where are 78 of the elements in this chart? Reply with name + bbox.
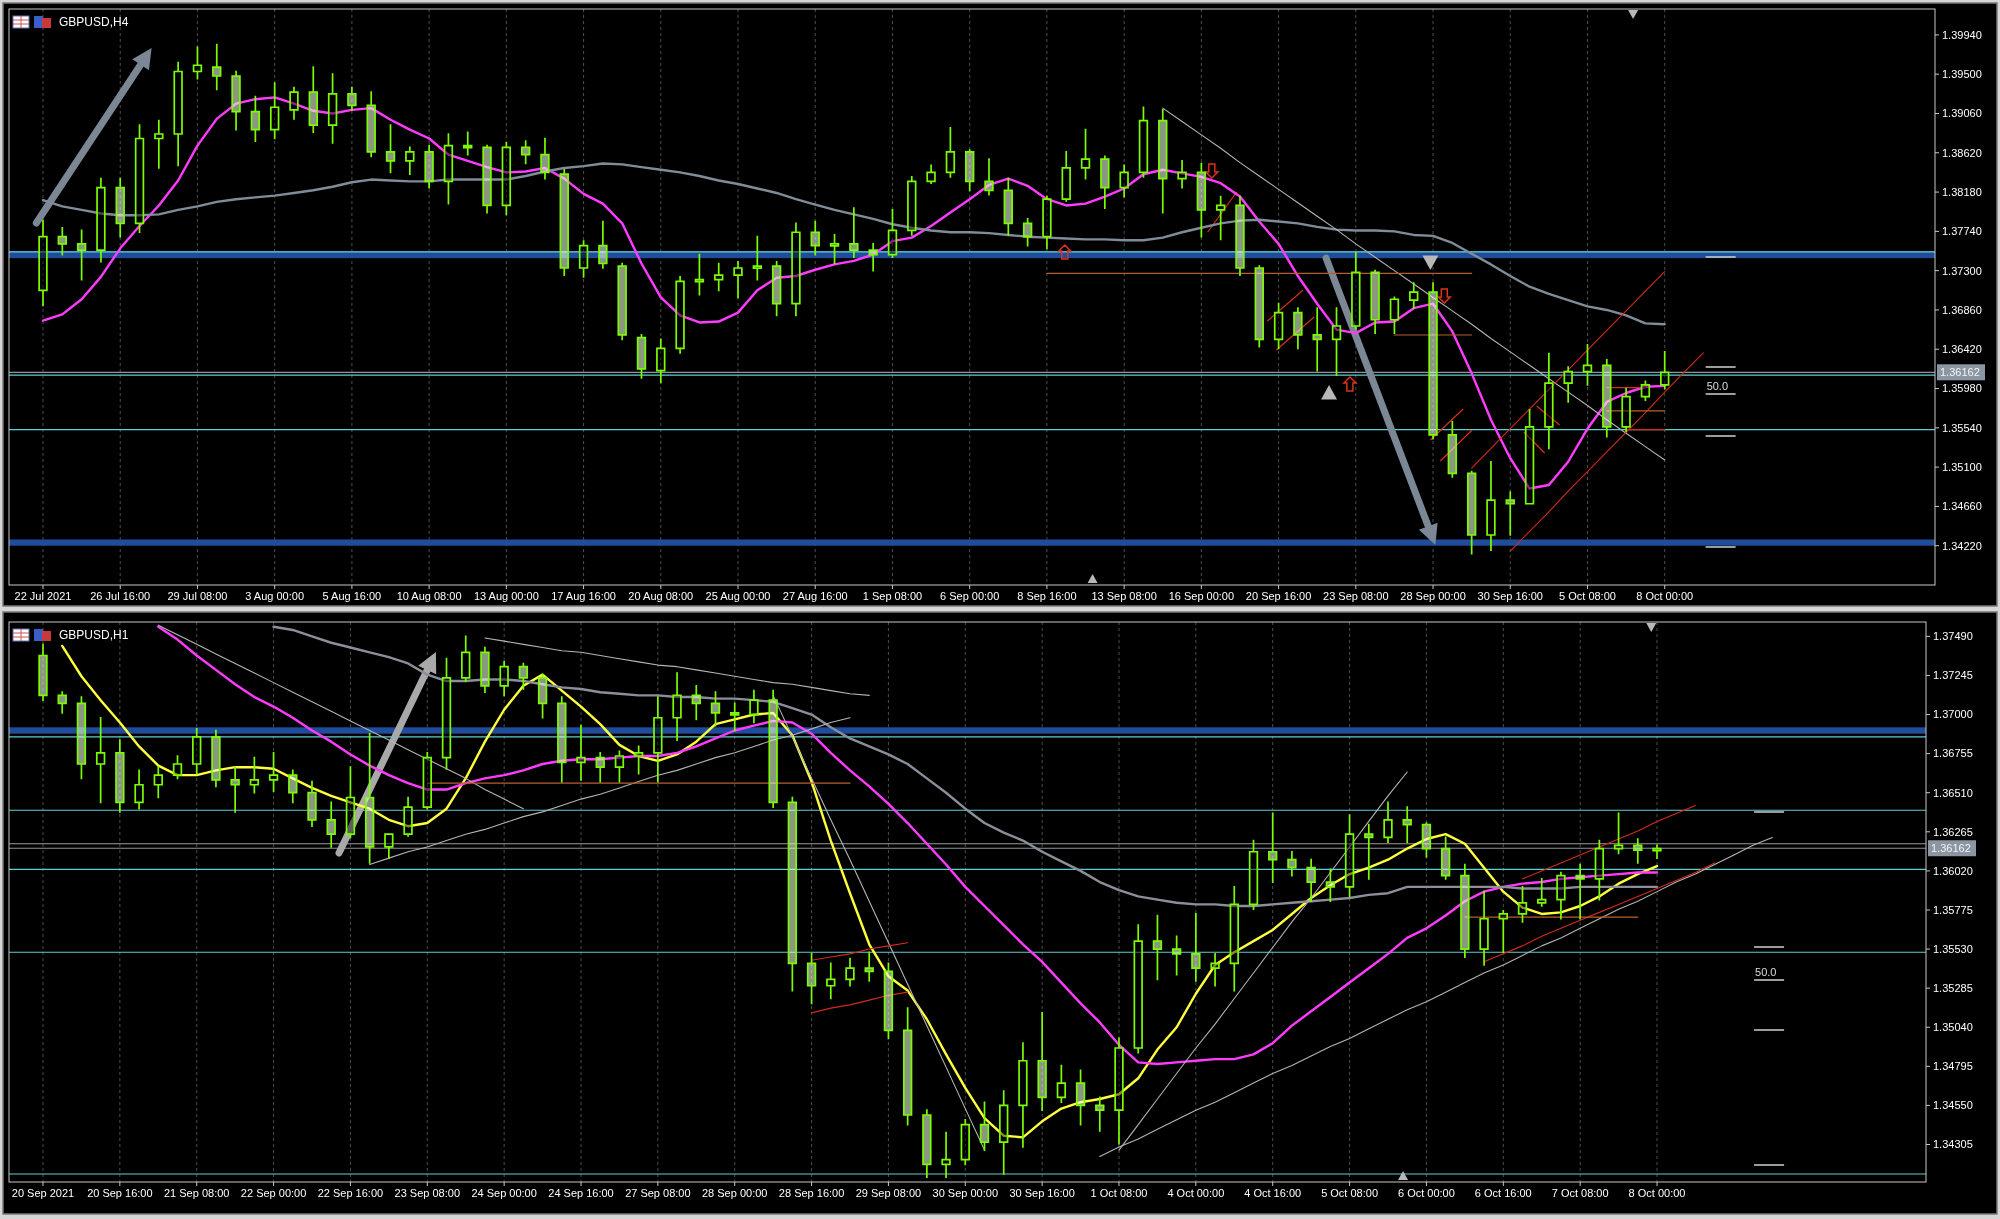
- x-tick-label: 28 Sep 00:00: [701, 1187, 768, 1199]
- y-tick-label: 1.36420: [1942, 343, 1982, 356]
- x-tick-label: 7 Oct 08:00: [1551, 1187, 1609, 1199]
- x-tick-label: 4 Oct 00:00: [1167, 1187, 1225, 1199]
- x-tick-label: 8 Oct 00:00: [1628, 1187, 1686, 1199]
- x-tick-label: 4 Oct 16:00: [1244, 1187, 1302, 1199]
- y-tick-label: 1.34660: [1942, 500, 1982, 513]
- x-tick-label: 20 Sep 2021: [11, 1187, 75, 1199]
- x-tick-label: 24 Sep 16:00: [548, 1187, 614, 1199]
- x-tick-label: 8 Sep 16:00: [1017, 590, 1077, 602]
- x-tick-label: 23 Sep 08:00: [1323, 590, 1389, 602]
- y-tick-label: 1.37490: [1933, 630, 1973, 643]
- ref-line-label: 1.36162: [1940, 366, 1980, 379]
- y-tick-label: 1.34305: [1933, 1138, 1973, 1151]
- x-tick-label: 17 Aug 16:00: [551, 590, 616, 602]
- x-tick-label: 22 Sep 16:00: [317, 1187, 384, 1199]
- text: GBPUSD,H1: [59, 628, 129, 642]
- annotation: 50.0: [1755, 966, 1777, 978]
- x-tick-label: 13 Aug 00:00: [473, 590, 539, 602]
- y-tick-label: 1.35980: [1942, 382, 1982, 395]
- ref-line-label: 1.36162: [1931, 842, 1971, 855]
- y-tick-label: 1.35040: [1933, 1021, 1973, 1034]
- x-tick-label: 29 Jul 08:00: [167, 590, 228, 602]
- annotation: 50.0: [1706, 380, 1729, 392]
- y-tick-label: 1.39060: [1942, 107, 1982, 120]
- x-tick-label: 27 Aug 16:00: [782, 590, 848, 602]
- y-tick-label: 1.35530: [1933, 942, 1973, 955]
- x-tick-label: 28 Sep 00:00: [1400, 590, 1466, 602]
- x-tick-label: 1 Oct 08:00: [1090, 1187, 1148, 1199]
- y-tick-label: 1.36510: [1933, 786, 1973, 799]
- x-tick-label: 8 Oct 00:00: [1636, 590, 1694, 602]
- x-tick-label: 20 Sep 16:00: [1245, 590, 1312, 602]
- x-tick-label: 3 Aug 00:00: [245, 590, 305, 602]
- x-tick-label: 5 Oct 08:00: [1321, 1187, 1379, 1199]
- x-tick-label: 5 Oct 08:00: [1559, 590, 1616, 602]
- y-tick-label: 1.34220: [1942, 539, 1982, 552]
- y-tick-label: 1.36860: [1942, 303, 1982, 316]
- x-tick-label: 6 Oct 16:00: [1474, 1187, 1532, 1199]
- y-tick-label: 1.37245: [1933, 669, 1973, 682]
- x-tick-label: 30 Sep 00:00: [932, 1187, 999, 1199]
- x-tick-label: 20 Sep 16:00: [87, 1187, 153, 1199]
- y-tick-label: 1.37000: [1933, 708, 1973, 721]
- y-tick-label: 1.38620: [1942, 146, 1982, 159]
- x-tick-label: 27 Sep 08:00: [625, 1187, 691, 1199]
- x-tick-label: 6 Sep 00:00: [940, 590, 1000, 602]
- y-tick-label: 1.38180: [1942, 185, 1982, 198]
- x-tick-label: 29 Sep 08:00: [855, 1187, 922, 1199]
- x-tick-label: 5 Aug 16:00: [322, 590, 382, 602]
- x-tick-label: 30 Sep 16:00: [1009, 1187, 1075, 1199]
- x-tick-label: 26 Jul 16:00: [90, 590, 151, 602]
- y-tick-label: 1.35285: [1933, 982, 1973, 994]
- y-tick-label: 1.35775: [1933, 903, 1973, 916]
- x-tick-label: 23 Sep 08:00: [394, 1187, 461, 1199]
- x-tick-label: 20 Aug 08:00: [628, 590, 694, 602]
- x-tick-label: 25 Aug 00:00: [705, 590, 771, 602]
- x-tick-label: 28 Sep 16:00: [778, 1187, 845, 1199]
- y-tick-label: 1.37300: [1942, 264, 1982, 277]
- text: GBPUSD,H4: [59, 15, 129, 29]
- x-tick-label: 22 Sep 00:00: [240, 1187, 307, 1199]
- x-tick-label: 21 Sep 08:00: [163, 1187, 230, 1199]
- x-tick-label: 13 Sep 08:00: [1091, 590, 1157, 602]
- y-tick-label: 1.34550: [1933, 1099, 1973, 1112]
- y-tick-label: 1.34795: [1933, 1060, 1973, 1073]
- y-tick-label: 1.39940: [1942, 28, 1982, 41]
- y-tick-label: 1.35540: [1942, 421, 1982, 434]
- y-tick-label: 1.35100: [1942, 460, 1982, 473]
- x-tick-label: 22 Jul 2021: [14, 590, 72, 602]
- y-tick-label: 1.37740: [1942, 225, 1982, 238]
- x-tick-label: 1 Sep 08:00: [862, 590, 923, 602]
- x-tick-label: 24 Sep 00:00: [471, 1187, 537, 1199]
- y-tick-label: 1.36265: [1933, 825, 1973, 838]
- x-tick-label: 6 Oct 00:00: [1397, 1187, 1455, 1199]
- x-tick-label: 10 Aug 08:00: [396, 590, 462, 602]
- x-tick-label: 16 Sep 00:00: [1168, 590, 1235, 602]
- y-tick-label: 1.36020: [1933, 864, 1973, 877]
- y-tick-label: 1.36755: [1933, 747, 1973, 760]
- y-tick-label: 1.39500: [1942, 68, 1982, 81]
- x-tick-label: 30 Sep 16:00: [1477, 590, 1543, 602]
